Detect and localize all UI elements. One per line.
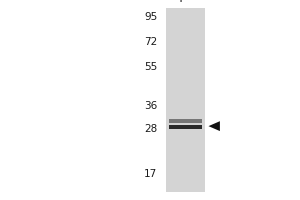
Text: 28: 28 bbox=[144, 124, 158, 134]
Polygon shape bbox=[208, 121, 220, 131]
Text: 95: 95 bbox=[144, 12, 158, 22]
Bar bbox=[169, 119, 202, 123]
Text: 36: 36 bbox=[144, 101, 158, 111]
Text: 55: 55 bbox=[144, 62, 158, 72]
Bar bbox=[169, 125, 202, 129]
Text: m.spleen: m.spleen bbox=[159, 0, 213, 2]
Text: 17: 17 bbox=[144, 169, 158, 179]
Text: 72: 72 bbox=[144, 37, 158, 47]
Bar bbox=[167, 8, 206, 192]
